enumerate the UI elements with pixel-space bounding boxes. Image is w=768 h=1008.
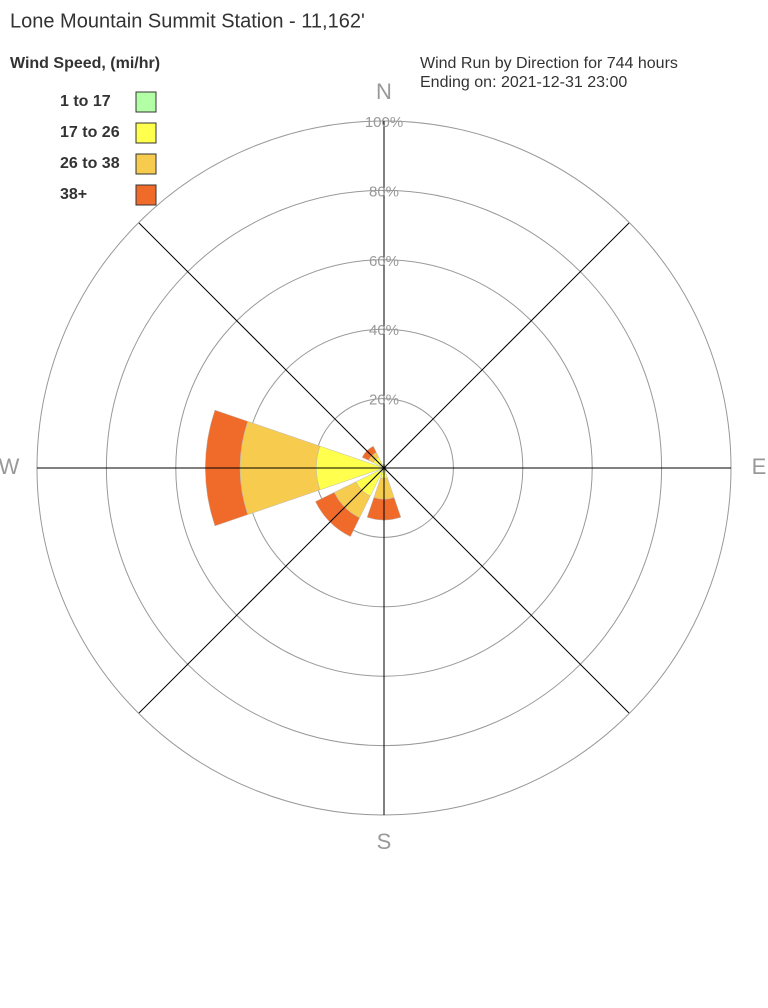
spokes bbox=[37, 121, 731, 815]
chart-title: Lone Mountain Summit Station - 11,162' bbox=[10, 10, 365, 32]
legend-swatch bbox=[135, 184, 157, 206]
direction-label: S bbox=[377, 829, 392, 854]
direction-label: W bbox=[0, 454, 20, 479]
subtitle: Ending on: 2021-12-31 23:00 bbox=[420, 74, 627, 91]
wedge bbox=[385, 469, 388, 472]
r-tick-label: 20% bbox=[369, 392, 399, 409]
legend-label: 38+ bbox=[60, 186, 87, 203]
legend-swatch bbox=[135, 153, 157, 175]
legend-title: Wind Speed, (mi/hr) bbox=[10, 55, 160, 72]
legend-label: 1 to 17 bbox=[60, 93, 111, 110]
direction-label: E bbox=[752, 454, 767, 479]
legend-label: 17 to 26 bbox=[60, 124, 120, 141]
r-tick-label: 100% bbox=[365, 114, 403, 131]
direction-label: N bbox=[376, 79, 392, 104]
r-tick-label: 60% bbox=[369, 253, 399, 270]
legend-label: 26 to 38 bbox=[60, 155, 120, 172]
subtitle: Wind Run by Direction for 744 hours bbox=[420, 55, 678, 72]
r-tick-label: 80% bbox=[369, 183, 399, 200]
spoke bbox=[138, 222, 630, 714]
legend-swatch bbox=[135, 91, 157, 113]
legend-swatch bbox=[135, 122, 157, 144]
r-tick-label: 40% bbox=[369, 322, 399, 339]
